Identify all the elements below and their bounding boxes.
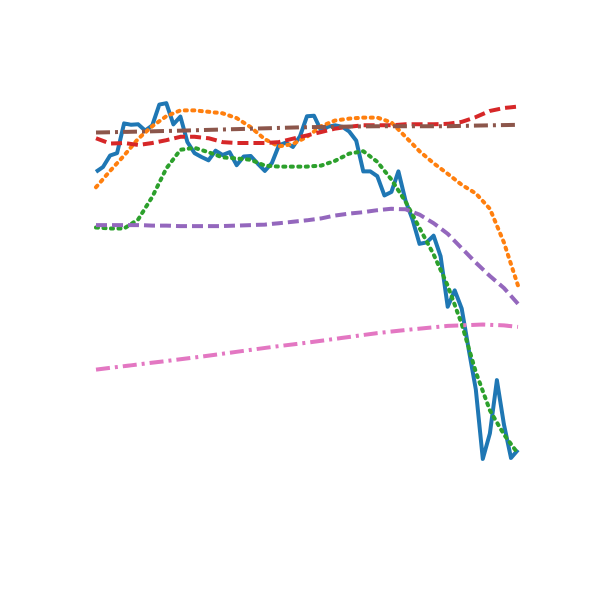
series-line-3 [94, 145, 520, 456]
series-line-7 [95, 322, 519, 372]
series-layer [94, 101, 520, 461]
series-line-5 [96, 206, 520, 306]
series-line-1 [94, 101, 520, 461]
series-line-6 [95, 122, 519, 135]
series-line-4 [95, 104, 519, 147]
